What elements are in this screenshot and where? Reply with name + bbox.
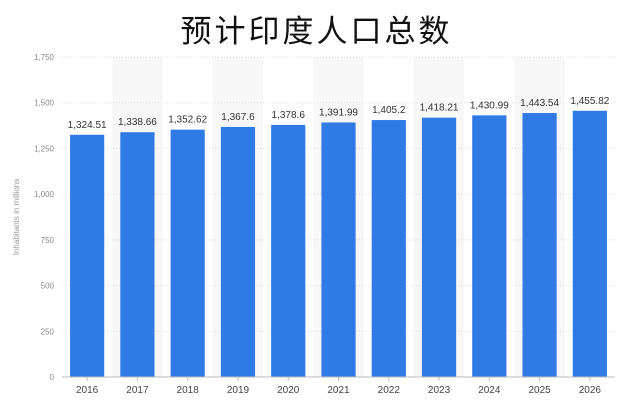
y-tick-label: 750 [41,236,55,245]
y-tick-label: 1,000 [34,190,55,199]
bar [572,110,607,378]
data-label: 1,378.6 [272,110,306,121]
x-tick-label: 2019 [227,385,250,396]
chart-title: 预计印度人口总数 [180,14,453,50]
y-axis-title: Inhabitants in millions [12,179,21,255]
bar [472,115,507,378]
x-tick-label: 2026 [579,385,602,396]
x-tick-label: 2021 [327,385,350,396]
y-tick-label: 1,250 [34,144,55,153]
bar [170,129,205,377]
bar [271,124,306,377]
data-label: 1,338.66 [118,117,157,128]
data-label: 1,391.99 [319,107,358,118]
y-tick-label: 1,500 [34,99,55,108]
x-tick-label: 2017 [126,385,149,396]
bar [371,120,406,378]
y-tick-label: 500 [41,282,55,291]
x-tick-label: 2023 [428,385,451,396]
y-tick-label: 1,750 [34,53,55,62]
x-tick-label: 2018 [177,385,200,396]
bar [421,117,457,378]
x-tick-label: 2022 [378,385,401,396]
bar [522,113,557,378]
x-tick-label: 2024 [478,385,501,396]
data-label: 1,455.82 [570,96,609,107]
x-tick-label: 2016 [76,385,99,396]
x-tick-label: 2020 [277,385,300,396]
bar [220,126,256,378]
data-label: 1,405.2 [372,105,406,116]
data-label: 1,324.51 [68,120,107,131]
data-label: 1,443.54 [520,98,559,109]
y-tick-label: 250 [41,327,55,336]
bar [321,122,356,377]
y-tick-label: 0 [50,373,55,382]
data-label: 1,352.62 [168,115,207,126]
x-tick-label: 2025 [528,385,551,396]
data-label: 1,418.21 [420,103,459,114]
bar [120,132,155,377]
data-label: 1,367.6 [221,112,255,123]
data-label: 1,430.99 [470,100,509,111]
bar [70,134,105,377]
